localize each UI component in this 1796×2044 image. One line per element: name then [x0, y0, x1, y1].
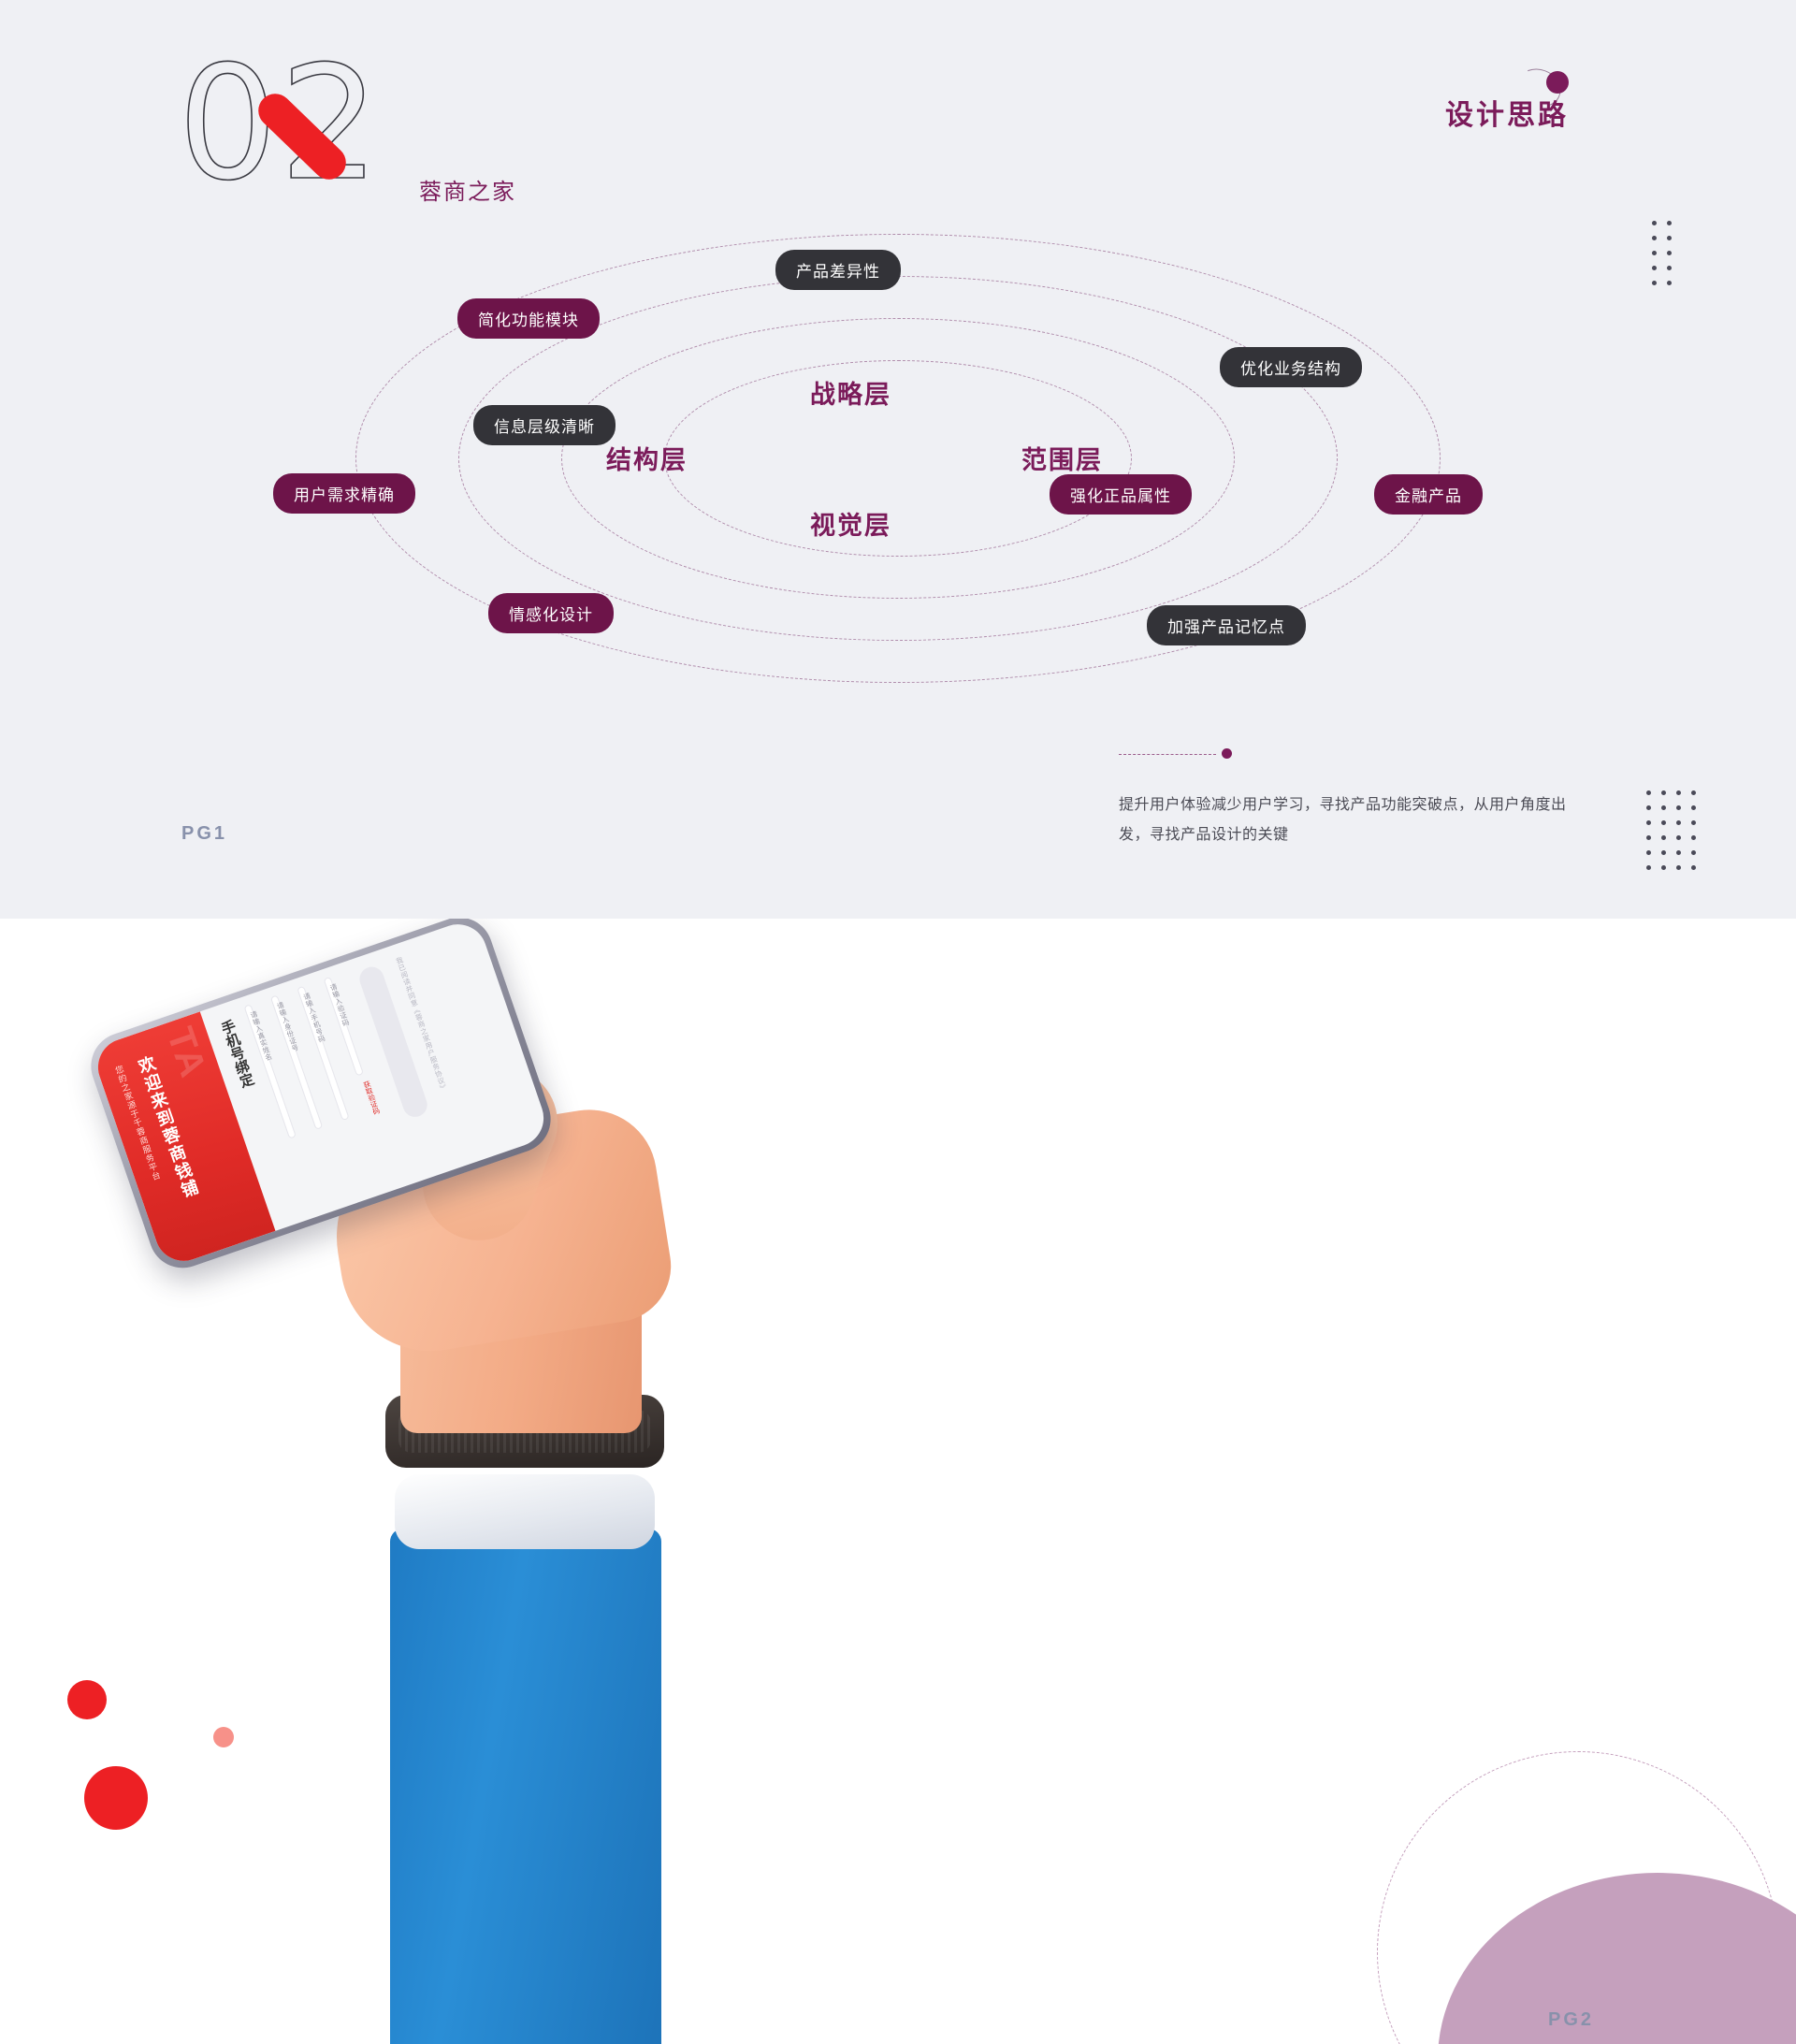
red-dot-decoration — [84, 1766, 148, 1830]
section-caption: 提升用户体验减少用户学习，寻找产品功能突破点，从用户角度出发，寻找产品设计的关键 — [1119, 797, 1567, 843]
brand-name: 蓉商之家 — [419, 180, 516, 205]
pill-financial-product[interactable]: 金融产品 — [1374, 474, 1483, 515]
ux-layers-diagram: 战略层 结构层 范围层 视觉层 产品差异性 简化功能模块 信息层级清晰 用户需求… — [0, 168, 1796, 748]
layer-label-structure: 结构层 — [606, 446, 688, 474]
pill-product-memory[interactable]: 加强产品记忆点 — [1147, 605, 1306, 645]
page-tag-two: PG2 — [1548, 2009, 1595, 2030]
pill-info-hierarchy[interactable]: 信息层级清晰 — [473, 405, 616, 445]
red-dot-decoration — [67, 1680, 107, 1719]
shirt-cuff-shape — [395, 1474, 655, 1549]
caption-dot-icon — [1222, 748, 1232, 759]
sleeve-shape — [390, 1529, 661, 2044]
pill-genuine-attribute[interactable]: 强化正品属性 — [1050, 474, 1192, 515]
dashed-circle-decoration — [1377, 1751, 1779, 2044]
form-field-label: 请输入验证码 — [328, 982, 352, 1028]
pill-simplify-modules[interactable]: 简化功能模块 — [457, 298, 600, 339]
layer-label-visual: 视觉层 — [810, 512, 891, 540]
ellipse-outer — [355, 234, 1441, 683]
layer-label-strategy: 战略层 — [810, 381, 891, 409]
ellipse-third — [561, 318, 1235, 599]
caption-rule — [1119, 754, 1216, 755]
dot-grid-decoration — [1652, 221, 1672, 285]
dot-grid-decoration — [1646, 790, 1696, 870]
pill-emotional-design[interactable]: 情感化设计 — [488, 593, 614, 633]
section-title: 设计思路 — [1445, 100, 1569, 131]
get-code-link[interactable]: 获取验证码 — [361, 1080, 382, 1116]
pill-product-difference[interactable]: 产品差异性 — [775, 250, 901, 290]
hero-watermark: TA — [158, 1022, 215, 1084]
ellipse-inner — [664, 360, 1132, 557]
design-thinking-section: 02 蓉商之家 设计思路 战略层 结构层 范围层 视觉层 产品差异性 简化功能模… — [0, 0, 1796, 919]
pink-dot-decoration — [213, 1727, 234, 1747]
design-elements-section: TA 欢迎来到蓉商钱铺 您的之家源于千蓉商服务平台 手机号绑定 请输入真实姓名 … — [0, 919, 1796, 2044]
hand-phone-illustration: TA 欢迎来到蓉商钱铺 您的之家源于千蓉商服务平台 手机号绑定 请输入真实姓名 … — [56, 919, 679, 2044]
pill-optimize-business[interactable]: 优化业务结构 — [1220, 347, 1362, 387]
pill-user-needs[interactable]: 用户需求精确 — [273, 473, 415, 514]
layer-label-scope: 范围层 — [1021, 446, 1103, 474]
dot-decoration-icon — [1546, 71, 1569, 94]
section-title-badge: 设计思路 — [1445, 62, 1569, 133]
page-tag-one: PG1 — [181, 823, 228, 844]
